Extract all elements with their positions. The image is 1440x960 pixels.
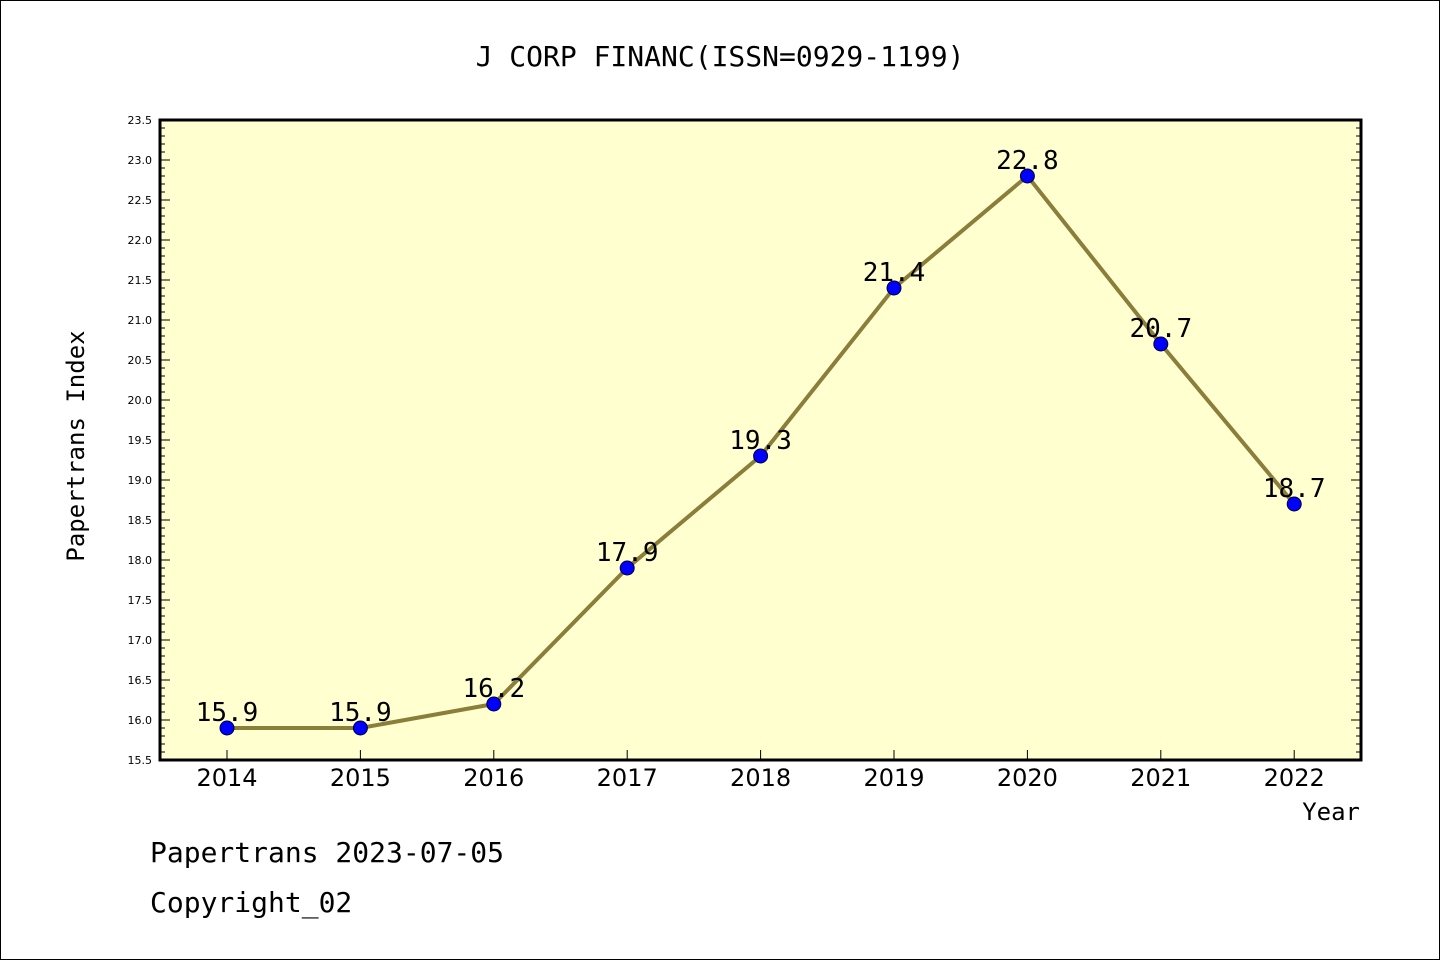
data-point: [619, 560, 635, 576]
data-label: 21.4: [863, 258, 926, 288]
y-tick-label: 18.0: [128, 554, 153, 567]
y-axis: 15.5 16.0 16.5 17.0 17.5 18.0 18.5 19.0 19.5 20.0…: [128, 114, 1361, 767]
y-tick-label: 20.5: [128, 354, 153, 367]
data-point: [886, 280, 902, 296]
x-tick-label: 2018: [730, 764, 791, 792]
x-tick-label: 2019: [863, 764, 924, 792]
data-label: 16.2: [462, 674, 525, 704]
y-tick-label: 23.0: [128, 154, 153, 167]
data-label: 15.9: [329, 698, 392, 728]
data-point: [1019, 168, 1035, 184]
data-label: 17.9: [596, 538, 659, 568]
y-axis-label: Papertrans Index: [62, 330, 90, 561]
footer-copyright: Copyright_02: [150, 886, 353, 919]
y-tick-label: 16.5: [128, 674, 153, 687]
data-label: 22.8: [996, 146, 1059, 176]
data-label: 20.7: [1129, 314, 1192, 344]
x-axis: 2014 2015 2016 2017 2018 2019 2020 2021 2022: [196, 750, 1325, 792]
plot-area: [158, 118, 1363, 762]
y-tick-label: 17.5: [128, 594, 153, 607]
data-point: [1153, 336, 1169, 352]
x-tick-label: 2017: [597, 764, 658, 792]
x-tick-label: 2020: [997, 764, 1058, 792]
data-label: 19.3: [729, 426, 792, 456]
y-tick-label: 15.5: [128, 754, 153, 767]
y-tick-label: 19.0: [128, 474, 153, 487]
data-label: 18.7: [1263, 474, 1326, 504]
x-axis-label: Year: [1302, 798, 1360, 826]
x-tick-label: 2014: [196, 764, 257, 792]
y-tick-label: 18.5: [128, 514, 153, 527]
x-tick-label: 2021: [1130, 764, 1191, 792]
footer-date: Papertrans 2023-07-05: [150, 836, 505, 869]
chart-title: J CORP FINANC(ISSN=0929-1199): [476, 40, 965, 73]
data-label: 15.9: [196, 698, 259, 728]
x-tick-label: 2016: [463, 764, 524, 792]
y-tick-label: 22.0: [128, 234, 153, 247]
y-tick-label: 21.0: [128, 314, 153, 327]
data-labels: 15.9 15.9 16.2 17.9 19.3 21.4 22.8 20.7 18.7: [196, 146, 1326, 728]
y-tick-label: 19.5: [128, 434, 153, 447]
data-point: [219, 720, 235, 736]
y-tick-label: 23.5: [128, 114, 153, 127]
y-tick-label: 20.0: [128, 394, 153, 407]
x-tick-label: 2022: [1264, 764, 1325, 792]
y-tick-label: 16.0: [128, 714, 153, 727]
x-tick-label: 2015: [330, 764, 391, 792]
data-point: [1286, 496, 1302, 512]
data-point: [486, 696, 502, 712]
y-tick-label: 17.0: [128, 634, 153, 647]
data-point: [352, 720, 368, 736]
y-tick-label: 21.5: [128, 274, 153, 287]
y-tick-label: 22.5: [128, 194, 153, 207]
data-point: [753, 448, 769, 464]
data-points: [219, 168, 1302, 736]
